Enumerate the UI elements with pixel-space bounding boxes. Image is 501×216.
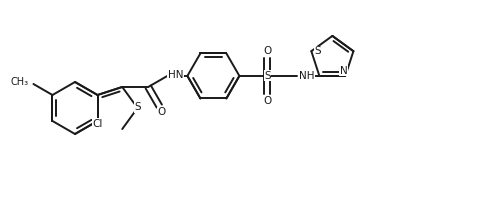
Text: N: N xyxy=(339,66,347,76)
Text: S: S xyxy=(314,46,320,56)
Text: S: S xyxy=(264,71,270,81)
Text: Cl: Cl xyxy=(92,119,103,129)
Text: O: O xyxy=(263,46,271,56)
Text: HN: HN xyxy=(167,70,183,80)
Text: S: S xyxy=(134,102,141,112)
Text: CH₃: CH₃ xyxy=(11,77,29,87)
Text: O: O xyxy=(157,107,165,117)
Text: NH: NH xyxy=(299,71,314,81)
Text: O: O xyxy=(263,96,271,106)
